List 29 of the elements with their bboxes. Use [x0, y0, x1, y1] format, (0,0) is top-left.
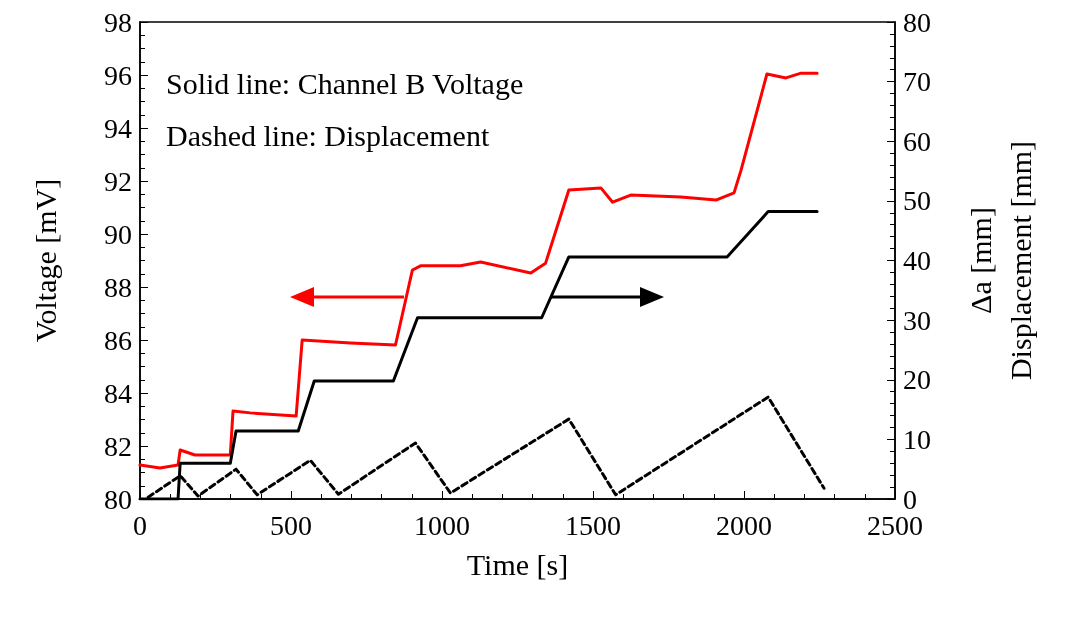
y-tick-label: 88 — [104, 271, 132, 303]
line-series — [138, 71, 819, 470]
annotation: Dashed line: Displacement — [166, 118, 490, 152]
x-axis-title: Time [s] — [466, 547, 569, 581]
y2-tick-label: 30 — [903, 304, 931, 336]
y2-tick-label: 80 — [903, 6, 931, 38]
x-tick-label: 500 — [270, 509, 312, 541]
y-tick-label: 86 — [104, 324, 132, 356]
y2-tick-label: 60 — [903, 125, 931, 157]
y-tick-label: 92 — [104, 165, 132, 197]
y-tick-label: 84 — [104, 377, 132, 409]
x-tick-label: 0 — [133, 509, 147, 541]
y2-tick-label: 40 — [903, 245, 931, 276]
x-tick-label: 1000 — [414, 509, 470, 541]
x-tick-label: 2000 — [716, 509, 772, 541]
y2-tick-label: 70 — [903, 66, 931, 98]
y-tick-label: 94 — [104, 112, 132, 144]
annotation: Solid line: Channel B Voltage — [166, 66, 524, 100]
y-axis-title: Voltage [mV] — [28, 178, 62, 343]
y-tick-label: 96 — [104, 59, 132, 91]
y-tick-label: 90 — [104, 218, 132, 250]
y2-tick-label: 50 — [903, 185, 931, 217]
y2-axis-title: Δa [mm] Displacement [mm] — [963, 140, 1037, 381]
x-tick-label: 1500 — [565, 509, 621, 541]
y2-tick-label: 10 — [903, 423, 931, 455]
y-tick-label: 98 — [104, 6, 132, 38]
y-tick-label: 80 — [104, 483, 132, 515]
y-tick-label: 82 — [104, 430, 132, 462]
y2-tick-label: 20 — [903, 364, 931, 396]
